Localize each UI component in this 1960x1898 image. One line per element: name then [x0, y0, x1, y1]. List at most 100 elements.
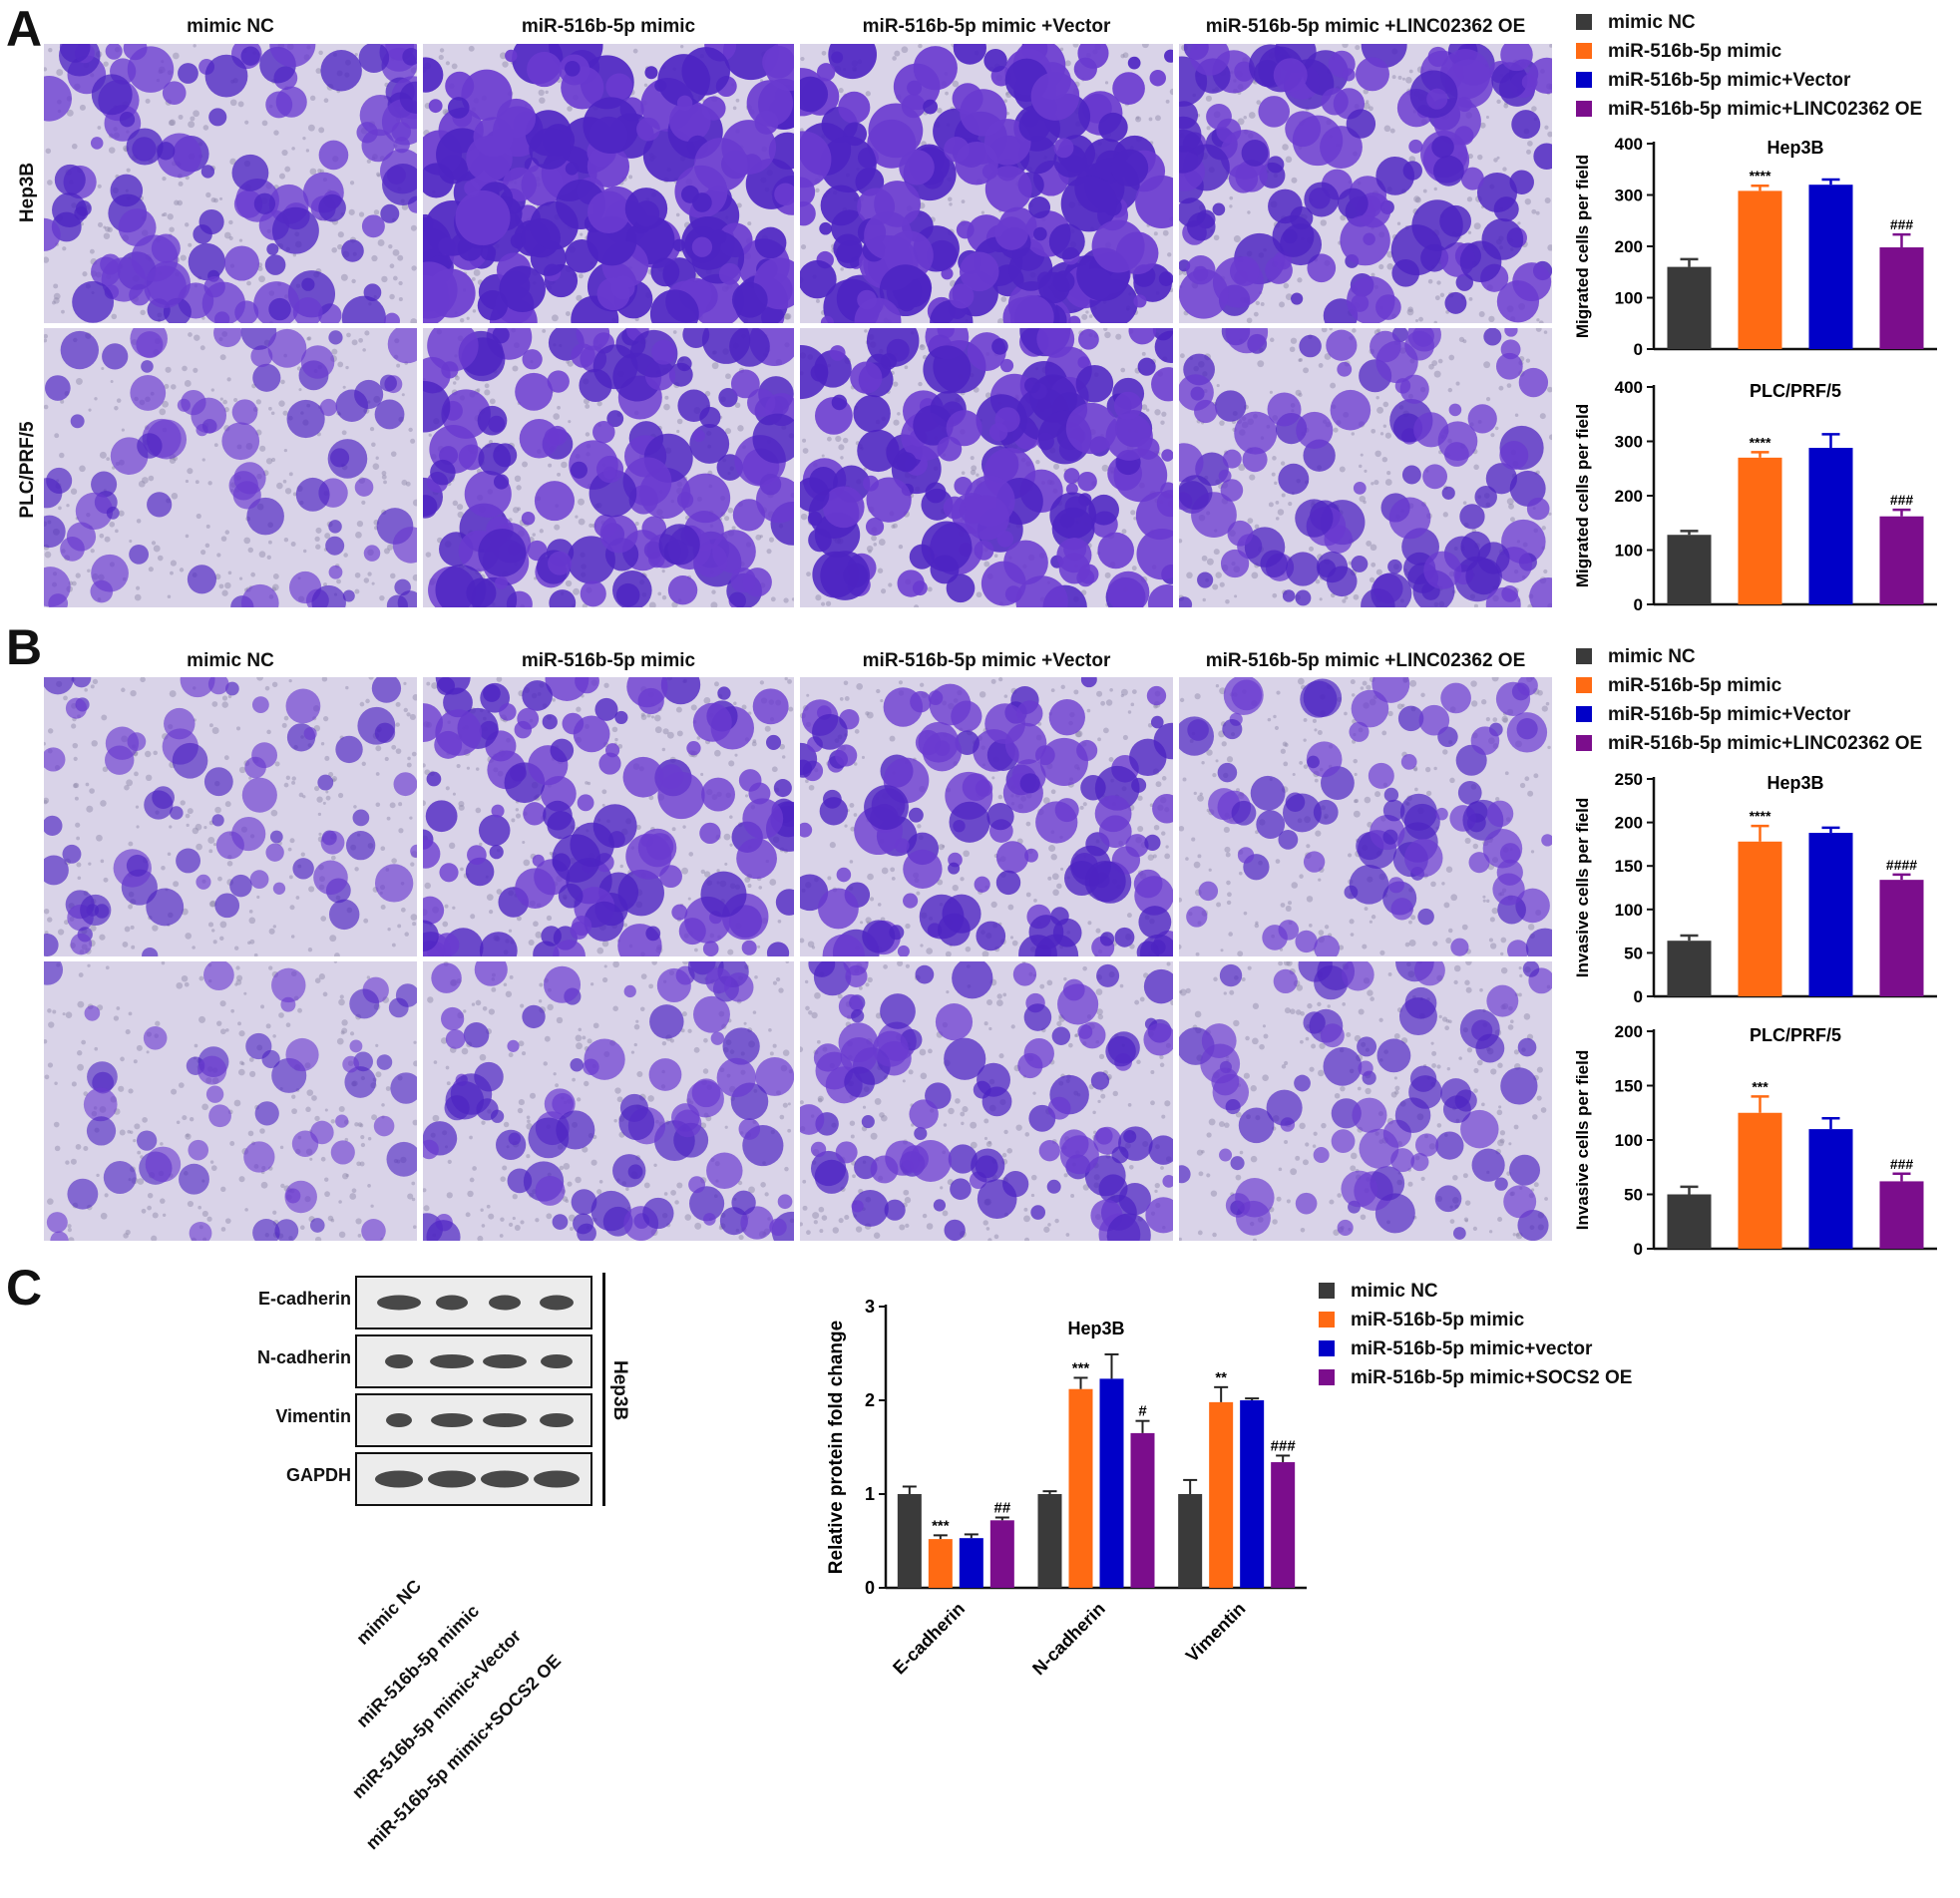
y-tick-label: 300	[1615, 433, 1643, 452]
micrograph-b-hep3b-2	[423, 677, 794, 956]
y-axis-label: Relative protein fold change	[826, 1321, 847, 1574]
y-tick-label: 200	[1615, 1022, 1643, 1041]
bar	[1738, 458, 1781, 604]
y-tick-label: 50	[1624, 944, 1643, 962]
significance-label: ***	[1752, 1078, 1768, 1094]
significance-label: ****	[1750, 434, 1771, 450]
legend-a-item-4: miR-516b-5p mimic+LINC02362 OE	[1576, 99, 1922, 121]
col-label-b-2: miR-516b-5p mimic	[423, 650, 794, 672]
legend-swatch	[1319, 1340, 1335, 1356]
chart-title: Hep3B	[1766, 773, 1823, 793]
y-tick-label: 0	[1634, 340, 1643, 359]
micrograph-b-hep3b-4	[1179, 677, 1552, 956]
panel-letter-b: B	[6, 618, 42, 676]
legend-a-item-2: miR-516b-5p mimic	[1576, 41, 1781, 63]
col-label-b-4: miR-516b-5p mimic +LINC02362 OE	[1179, 650, 1552, 672]
legend-c-item-3: miR-516b-5p mimic+vector	[1319, 1338, 1592, 1360]
legend-c-item-1: mimic NC	[1319, 1281, 1438, 1303]
bar	[1667, 941, 1711, 996]
bar	[1808, 833, 1852, 996]
legend-a-item-3: miR-516b-5p mimic+Vector	[1576, 70, 1850, 92]
bar	[1808, 448, 1852, 604]
legend-label: miR-516b-5p mimic+SOCS2 OE	[1351, 1367, 1632, 1388]
bar	[1879, 247, 1923, 349]
micrograph-a-hep3b-1	[44, 44, 417, 323]
bar	[990, 1520, 1014, 1588]
micrograph-a-plc-4	[1179, 328, 1552, 607]
legend-b-item-2: miR-516b-5p mimic	[1576, 675, 1781, 697]
legend-label: miR-516b-5p mimic+LINC02362 OE	[1608, 733, 1922, 754]
micrograph-a-plc-3	[800, 328, 1173, 607]
blot-bands	[357, 1336, 590, 1386]
y-axis-label: Invasive cells per field	[1573, 798, 1592, 977]
bar	[1808, 1129, 1852, 1249]
bar	[1667, 267, 1711, 349]
y-tick-label: 100	[1615, 901, 1643, 920]
blot-label-gapdh: GAPDH	[227, 1465, 351, 1486]
chart-title: PLC/PRF/5	[1750, 381, 1841, 401]
bar	[960, 1538, 983, 1588]
y-axis-label: Migrated cells per field	[1573, 404, 1592, 587]
legend-swatch	[1576, 101, 1592, 117]
significance-label: ####	[1886, 857, 1917, 873]
y-tick-label: 150	[1615, 1077, 1643, 1096]
legend-label: mimic NC	[1608, 12, 1696, 33]
bar	[1879, 517, 1923, 604]
significance-label: ##	[993, 1500, 1010, 1517]
bar	[1178, 1494, 1202, 1588]
col-label-a-3: miR-516b-5p mimic +Vector	[800, 16, 1173, 38]
legend-swatch	[1576, 14, 1592, 30]
micrograph-a-plc-1	[44, 328, 417, 607]
legend-label: miR-516b-5p mimic+Vector	[1608, 704, 1850, 725]
y-tick-label: 3	[865, 1297, 875, 1317]
legend-swatch	[1319, 1369, 1335, 1385]
blot-label-ncadherin: N-cadherin	[227, 1347, 351, 1368]
blot-bands	[357, 1278, 590, 1328]
lane-label-4: miR-516b-5p mimic+SOCS2 OE	[318, 1651, 566, 1898]
legend-label: miR-516b-5p mimic	[1608, 41, 1781, 62]
bar	[1209, 1402, 1233, 1588]
legend-label: miR-516b-5p mimic+LINC02362 OE	[1608, 99, 1922, 120]
legend-swatch	[1576, 648, 1592, 664]
micrograph-b-plc-2	[423, 961, 794, 1241]
bar	[1131, 1433, 1155, 1588]
chart-title: PLC/PRF/5	[1750, 1025, 1841, 1045]
legend-label: mimic NC	[1608, 646, 1696, 667]
col-label-a-4: miR-516b-5p mimic +LINC02362 OE	[1179, 16, 1552, 38]
y-tick-label: 2	[865, 1390, 875, 1410]
blot-bands	[357, 1395, 590, 1445]
legend-b-item-1: mimic NC	[1576, 646, 1696, 668]
micrograph-b-plc-1	[44, 961, 417, 1241]
legend-swatch	[1576, 735, 1592, 751]
bar	[898, 1494, 922, 1588]
chart-title: Hep3B	[1067, 1319, 1124, 1338]
y-tick-label: 100	[1615, 289, 1643, 308]
y-axis-label: Migrated cells per field	[1573, 155, 1592, 338]
bar	[1879, 1181, 1923, 1249]
y-tick-label: 100	[1615, 1131, 1643, 1150]
y-tick-label: 300	[1615, 187, 1643, 205]
bar	[1738, 842, 1781, 996]
blot-bracket	[602, 1273, 605, 1506]
significance-label: ###	[1890, 216, 1914, 232]
bar	[929, 1539, 953, 1588]
y-tick-label: 50	[1624, 1186, 1643, 1205]
col-label-b-1: mimic NC	[44, 650, 417, 672]
panel-letter-a: A	[6, 0, 42, 58]
micrograph-b-plc-4	[1179, 961, 1552, 1241]
y-tick-label: 0	[1634, 595, 1643, 614]
legend-label: miR-516b-5p mimic	[1608, 675, 1781, 696]
y-tick-label: 200	[1615, 237, 1643, 256]
significance-label: ###	[1890, 1156, 1914, 1172]
row-label-hep3b: Hep3B	[17, 153, 39, 232]
legend-swatch	[1576, 72, 1592, 88]
legend-swatch	[1319, 1312, 1335, 1328]
legend-swatch	[1319, 1283, 1335, 1299]
significance-label: ***	[932, 1517, 950, 1534]
bar	[1271, 1462, 1295, 1588]
col-label-a-1: mimic NC	[44, 16, 417, 38]
significance-label: **	[1215, 1369, 1227, 1386]
y-tick-label: 400	[1615, 135, 1643, 154]
